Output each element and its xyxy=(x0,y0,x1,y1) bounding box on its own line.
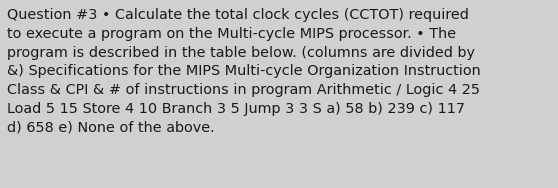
Text: Question #3 • Calculate the total clock cycles (CCTOT) required
to execute a pro: Question #3 • Calculate the total clock … xyxy=(7,8,481,134)
